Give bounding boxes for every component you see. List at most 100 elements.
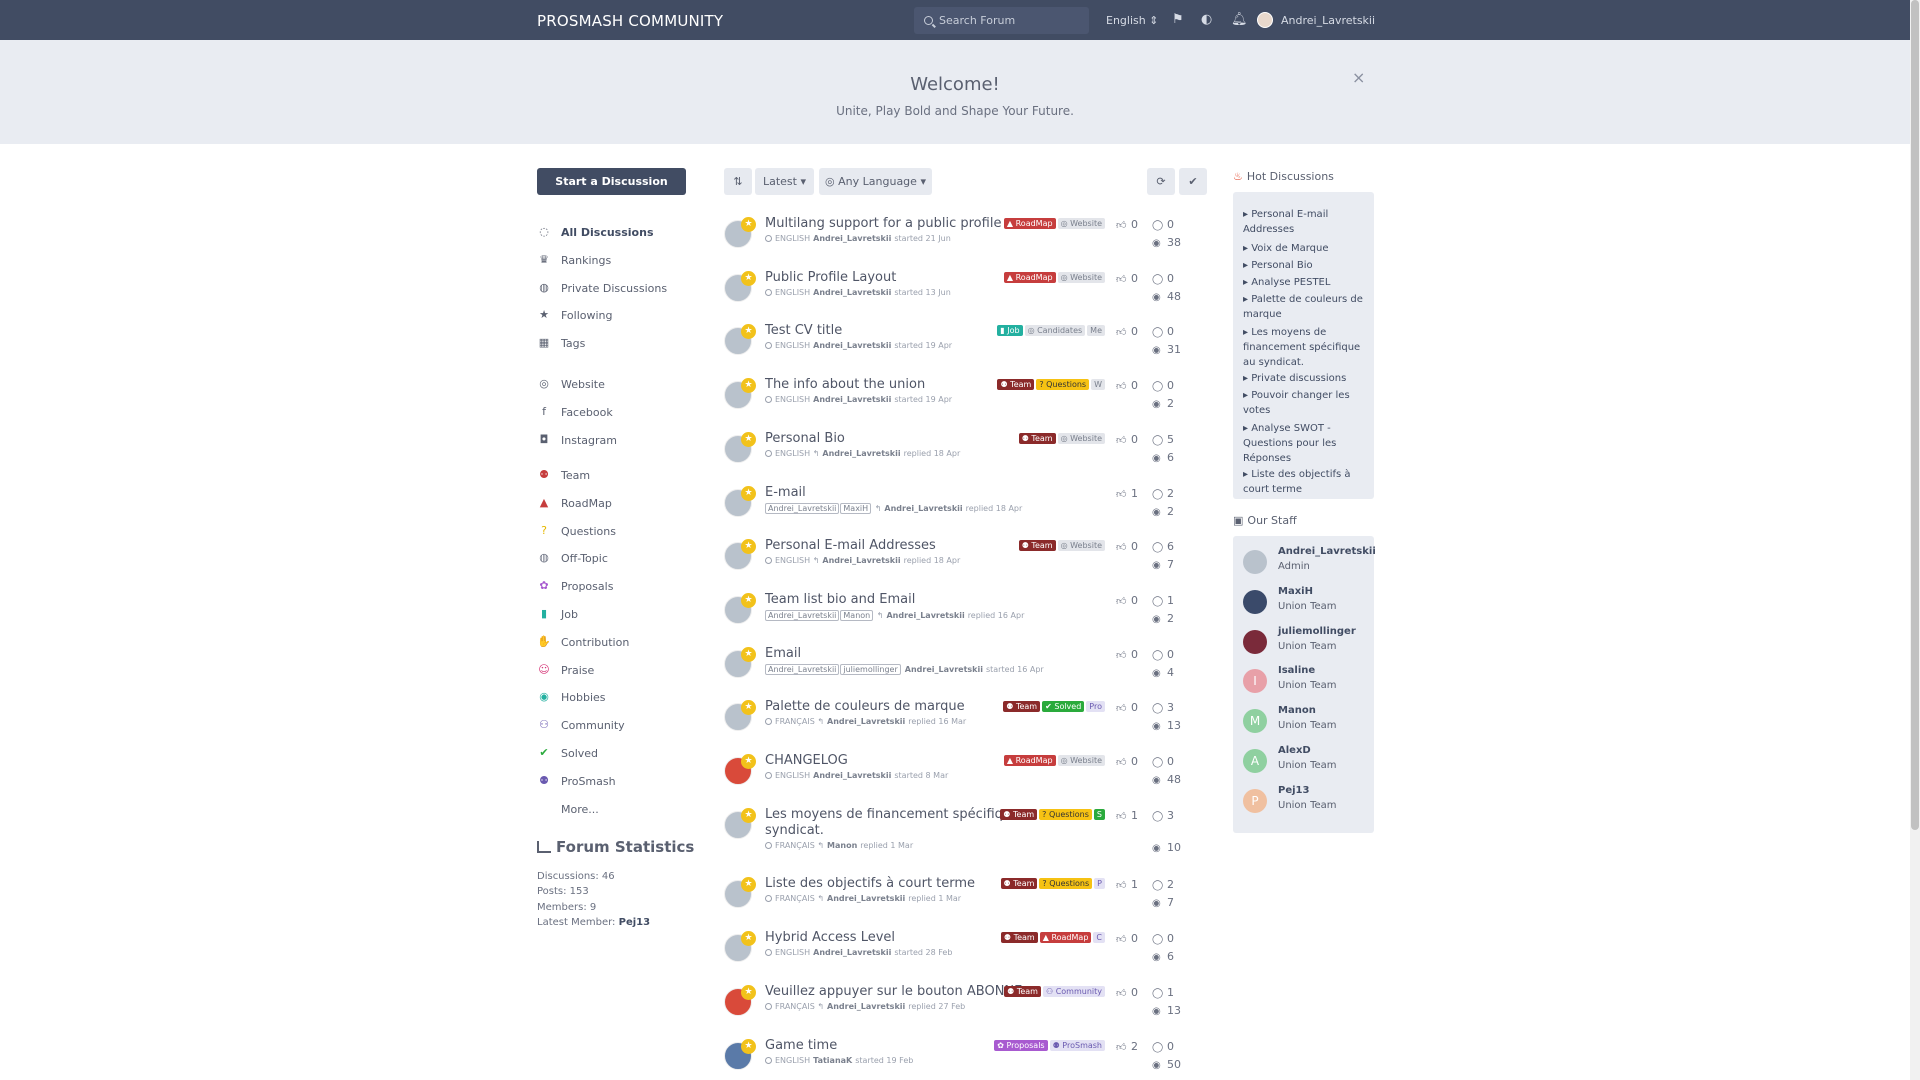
flag-icon[interactable]: ⚑: [1172, 12, 1184, 27]
staff-avatar[interactable]: P: [1243, 788, 1267, 813]
replies-count[interactable]: ◯ 3: [1152, 809, 1174, 822]
hot-discussion-link[interactable]: ▸ Analyse PESTEL: [1243, 275, 1367, 290]
discussion-row[interactable]: ★ CHANGELOG ENGLISH Andrei_Lavretskii starte…: [724, 753, 1184, 805]
author-avatar[interactable]: ★: [724, 877, 756, 908]
contrast-icon[interactable]: ◐: [1201, 12, 1213, 27]
replies-count[interactable]: ◯ 3: [1152, 701, 1174, 714]
replies-count[interactable]: ◯ 0: [1152, 932, 1174, 945]
tag-badge[interactable]: ▲ RoadMap: [1003, 218, 1056, 229]
discussion-author[interactable]: Andrei_Lavretskii: [827, 894, 906, 903]
author-avatar[interactable]: ★: [724, 754, 756, 785]
tag-badge[interactable]: Pro: [1086, 701, 1105, 712]
discussion-title[interactable]: CHANGELOG: [765, 753, 848, 768]
replies-count[interactable]: ◯ 2: [1152, 487, 1174, 500]
sidebar-item-all-discussions[interactable]: ◌ All Discussions: [537, 225, 697, 243]
hot-discussion-link[interactable]: ▸ Palette de couleurs de marque: [1243, 292, 1367, 322]
staff-name[interactable]: Andrei_Lavretskii: [1278, 546, 1376, 557]
tag-badge[interactable]: ◎ Website: [1057, 272, 1105, 283]
discussion-author[interactable]: Andrei_Lavretskii: [813, 234, 892, 243]
replies-count[interactable]: ◯ 1: [1152, 594, 1174, 607]
staff-avatar[interactable]: [1243, 629, 1267, 654]
discussion-row[interactable]: ★ Personal Bio ENGLISH ↰ Andrei_Lavretskii r…: [724, 431, 1184, 483]
discussion-title-continued[interactable]: syndicat.: [765, 823, 824, 838]
staff-avatar[interactable]: A: [1243, 749, 1267, 773]
discussion-author[interactable]: Andrei_Lavretskii: [813, 341, 892, 350]
latest-member-link[interactable]: Pej13: [618, 917, 651, 928]
discussion-row[interactable]: ★ Hybrid Access Level ENGLISH Andrei_Lavret…: [724, 930, 1184, 982]
staff-avatar[interactable]: [1243, 550, 1267, 574]
replies-count[interactable]: ◯ 0: [1152, 272, 1174, 285]
mark-all-read-button[interactable]: ✔: [1179, 168, 1207, 195]
staff-name[interactable]: MaxiH: [1278, 585, 1313, 597]
discussion-row[interactable]: ★ Palette de couleurs de marque FRANÇAIS ↰…: [724, 699, 1184, 751]
sidebar-item-contribution[interactable]: ✋ Contribution: [537, 635, 697, 653]
tag-badge[interactable]: P: [1094, 878, 1105, 889]
likes-count[interactable]: 👍︎ 2: [1116, 1040, 1138, 1053]
tag-badge[interactable]: S: [1093, 809, 1105, 820]
likes-count[interactable]: 👍︎ 1: [1116, 878, 1138, 891]
discussion-author[interactable]: Andrei_Lavretskii: [813, 288, 892, 297]
likes-count[interactable]: 👍︎ 0: [1116, 272, 1138, 285]
sidebar-item-praise[interactable]: ☺ Praise: [537, 663, 697, 681]
tag-badge[interactable]: ▲ RoadMap: [1003, 272, 1056, 283]
tag-badge[interactable]: ? Questions: [1039, 878, 1093, 889]
discussion-author[interactable]: Andrei_Lavretskii: [827, 717, 906, 726]
hot-discussion-link[interactable]: ▸ Voix de Marque: [1243, 241, 1367, 256]
discussion-row[interactable]: ★ Les moyens de financement spécifique syn…: [724, 807, 1184, 859]
staff-name[interactable]: Manon: [1278, 705, 1316, 717]
tag-badge[interactable]: ▲ RoadMap: [1039, 932, 1092, 943]
author-avatar[interactable]: ★: [724, 378, 756, 409]
start-discussion-button[interactable]: Start a Discussion: [537, 168, 686, 195]
recipient-tag[interactable]: Andrei_Lavretskii: [765, 503, 840, 514]
search-input[interactable]: Search Forum: [914, 7, 1089, 34]
replies-count[interactable]: ◯ 0: [1152, 1040, 1174, 1053]
discussion-row[interactable]: ★ Game time ENGLISH TatianaK started 19 Feb ✿…: [724, 1038, 1184, 1080]
likes-count[interactable]: 👍︎ 0: [1116, 648, 1138, 661]
replies-count[interactable]: ◯ 0: [1152, 325, 1174, 338]
discussion-row[interactable]: ★ Test CV title ENGLISH Andrei_Lavretskii st…: [724, 323, 1184, 375]
replies-count[interactable]: ◯ 1: [1152, 986, 1174, 999]
recipient-tag[interactable]: Manon: [840, 610, 874, 621]
discussion-row[interactable]: ★ Multilang support for a public profile E…: [724, 216, 1184, 268]
hot-discussion-link[interactable]: ▸ Pouvoir changer les votes: [1243, 388, 1367, 418]
sidebar-item-following[interactable]: ★ Following: [537, 308, 697, 326]
staff-name[interactable]: AlexD: [1278, 745, 1311, 756]
hot-discussion-link[interactable]: ▸ Personal E-mail Addresses: [1243, 207, 1367, 237]
author-avatar[interactable]: ★: [724, 647, 756, 678]
replies-count[interactable]: ◯ 0: [1152, 218, 1174, 231]
sidebar-item-off-topic[interactable]: ◍ Off-Topic: [537, 551, 697, 569]
discussion-title[interactable]: Multilang support for a public profile: [765, 216, 1002, 231]
bell-icon[interactable]: 🔔︎: [1231, 12, 1248, 27]
tag-badge[interactable]: ◎ Website: [1057, 755, 1105, 766]
likes-count[interactable]: 👍︎ 0: [1116, 540, 1138, 553]
staff-member[interactable]: A AlexD Union Team: [1243, 743, 1373, 781]
sidebar-item-roadmap[interactable]: ▲ RoadMap: [537, 496, 697, 514]
sidebar-item-hobbies[interactable]: ◉ Hobbies: [537, 690, 697, 708]
staff-member[interactable]: juliemollinger Union Team: [1243, 624, 1373, 662]
refresh-button[interactable]: ⟳: [1147, 168, 1175, 195]
author-avatar[interactable]: ★: [724, 593, 756, 624]
likes-count[interactable]: 👍︎ 1: [1116, 487, 1138, 500]
discussion-row[interactable]: ★ Liste des objectifs à court terme FRANÇA…: [724, 876, 1184, 928]
staff-avatar[interactable]: M: [1243, 709, 1267, 734]
discussion-author[interactable]: Andrei_Lavretskii: [827, 1002, 906, 1011]
likes-count[interactable]: 👍︎ 0: [1116, 218, 1138, 231]
author-avatar[interactable]: ★: [724, 271, 756, 302]
sidebar-item-prosmash[interactable]: ⚉ ProSmash: [537, 774, 697, 792]
language-selector[interactable]: English ⇕: [1106, 14, 1158, 27]
hot-discussion-link[interactable]: ▸ Les moyens de financement spécifique a…: [1243, 325, 1367, 370]
tag-badge[interactable]: ⚉ Team: [1018, 540, 1056, 551]
author-avatar[interactable]: ★: [724, 931, 756, 962]
replies-count[interactable]: ◯ 2: [1152, 878, 1174, 891]
discussion-author[interactable]: Manon: [827, 841, 858, 850]
discussion-author[interactable]: Andrei_Lavretskii: [822, 449, 901, 458]
discussion-author[interactable]: Andrei_Lavretskii: [813, 771, 892, 780]
sidebar-item-job[interactable]: ▮ Job: [537, 607, 697, 625]
tag-badge[interactable]: ◎ Website: [1057, 218, 1105, 229]
sidebar-item-proposals[interactable]: ✿ Proposals: [537, 579, 697, 597]
sort-order-button[interactable]: ⇅: [724, 168, 752, 195]
author-avatar[interactable]: ★: [724, 539, 756, 570]
likes-count[interactable]: 👍︎ 0: [1116, 701, 1138, 714]
hot-discussion-link[interactable]: ▸ Liste des objectifs à court terme: [1243, 467, 1367, 497]
likes-count[interactable]: 👍︎ 0: [1116, 986, 1138, 999]
